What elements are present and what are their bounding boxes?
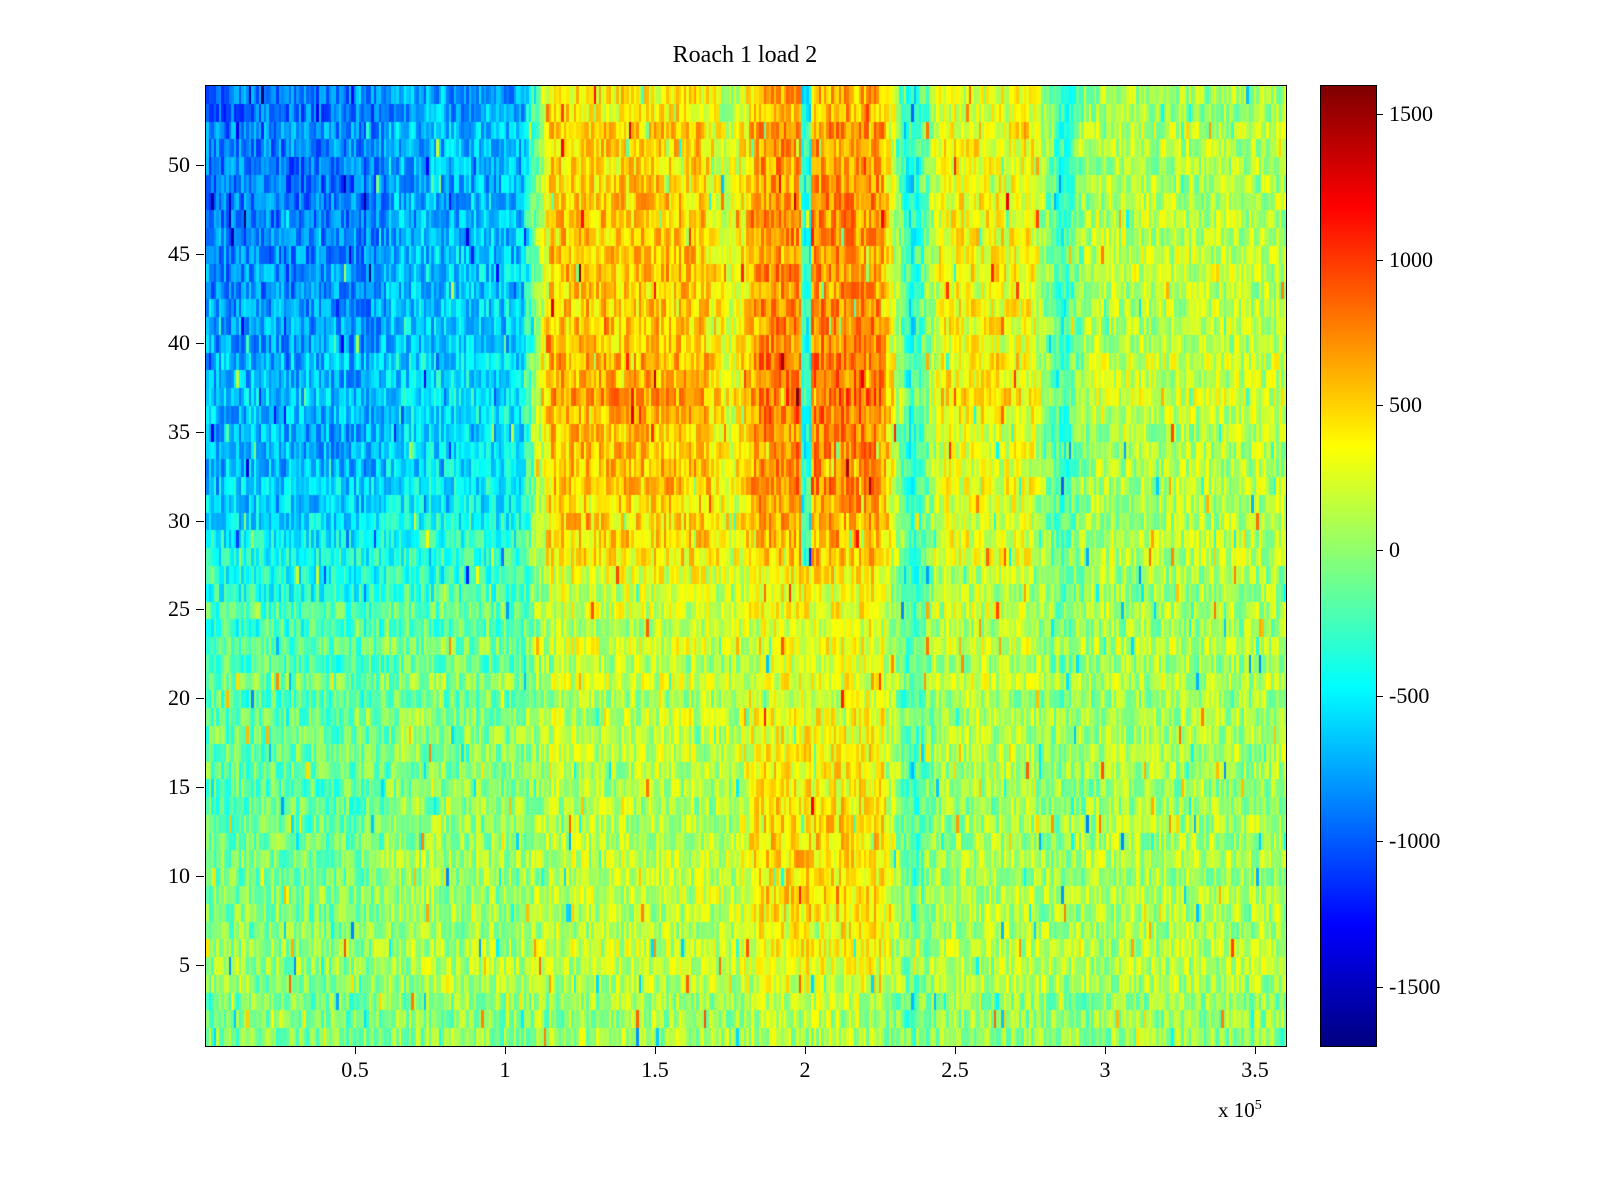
x-tick-mark <box>1105 1046 1106 1054</box>
plot-area <box>205 85 1287 1047</box>
colorbar-tick-mark <box>1377 405 1383 406</box>
y-tick-mark <box>196 965 204 966</box>
y-tick-label: 5 <box>179 952 190 977</box>
x-tick-mark <box>1255 1046 1256 1054</box>
colorbar-tick-label: 0 <box>1389 537 1400 563</box>
y-tick-mark <box>196 165 204 166</box>
y-tick-label: 15 <box>168 774 190 800</box>
y-tick-mark <box>196 253 204 255</box>
y-tick-label: 50 <box>168 152 190 177</box>
colorbar-tick-mark <box>1377 841 1383 843</box>
x-tick-label: 3 <box>1099 1057 1111 1082</box>
heatmap-canvas <box>206 86 1286 1046</box>
y-tick-mark <box>196 520 204 522</box>
colorbar-tick-mark <box>1377 695 1383 697</box>
colorbar-tick-label: -500 <box>1389 682 1430 708</box>
colorbar-tick-mark <box>1377 259 1383 261</box>
x-axis-exponent-label: x 105 <box>1218 1098 1262 1123</box>
x-exponent-base: x 10 <box>1218 1098 1255 1122</box>
x-tick-label: 1 <box>499 1057 511 1082</box>
y-tick-mark <box>196 609 204 611</box>
y-tick-label: 10 <box>168 863 190 889</box>
colorbar-tick-mark <box>1377 550 1383 552</box>
x-tick-mark <box>955 1046 956 1054</box>
x-tick-mark <box>355 1046 356 1054</box>
y-tick-mark <box>196 876 204 878</box>
x-tick-label: 2 <box>799 1057 811 1082</box>
x-tick-label: 3.5 <box>1241 1057 1269 1082</box>
x-tick-mark <box>805 1046 806 1054</box>
colorbar-tick-label: -1000 <box>1389 828 1441 854</box>
y-tick-label: 25 <box>168 596 190 622</box>
colorbar-tick-mark <box>1377 114 1383 116</box>
colorbar-tick-label: 500 <box>1389 392 1422 417</box>
colorbar-tick-label: 1000 <box>1389 246 1433 272</box>
chart-title: Roach 1 load 2 <box>672 42 818 68</box>
colorbar-tick-mark <box>1377 986 1383 988</box>
x-tick-mark <box>655 1046 656 1054</box>
x-exponent-power: 5 <box>1254 1098 1262 1113</box>
x-tick-label: 0.5 <box>341 1057 369 1082</box>
y-tick-label: 20 <box>168 685 190 711</box>
colorbar-canvas <box>1321 86 1376 1046</box>
y-tick-mark <box>196 787 204 789</box>
x-tick-label: 2.5 <box>941 1057 969 1082</box>
y-tick-label: 30 <box>168 507 190 533</box>
y-tick-mark <box>196 431 204 433</box>
y-tick-label: 45 <box>168 240 190 266</box>
y-tick-label: 40 <box>168 329 190 355</box>
x-tick-mark <box>505 1046 506 1054</box>
y-tick-label: 35 <box>168 418 190 444</box>
x-tick-label: 1.5 <box>641 1057 669 1082</box>
colorbar-tick-label: -1500 <box>1389 973 1441 999</box>
colorbar <box>1320 85 1377 1047</box>
y-tick-mark <box>196 342 204 344</box>
colorbar-tick-label: 1500 <box>1389 101 1433 127</box>
y-tick-mark <box>196 698 204 700</box>
